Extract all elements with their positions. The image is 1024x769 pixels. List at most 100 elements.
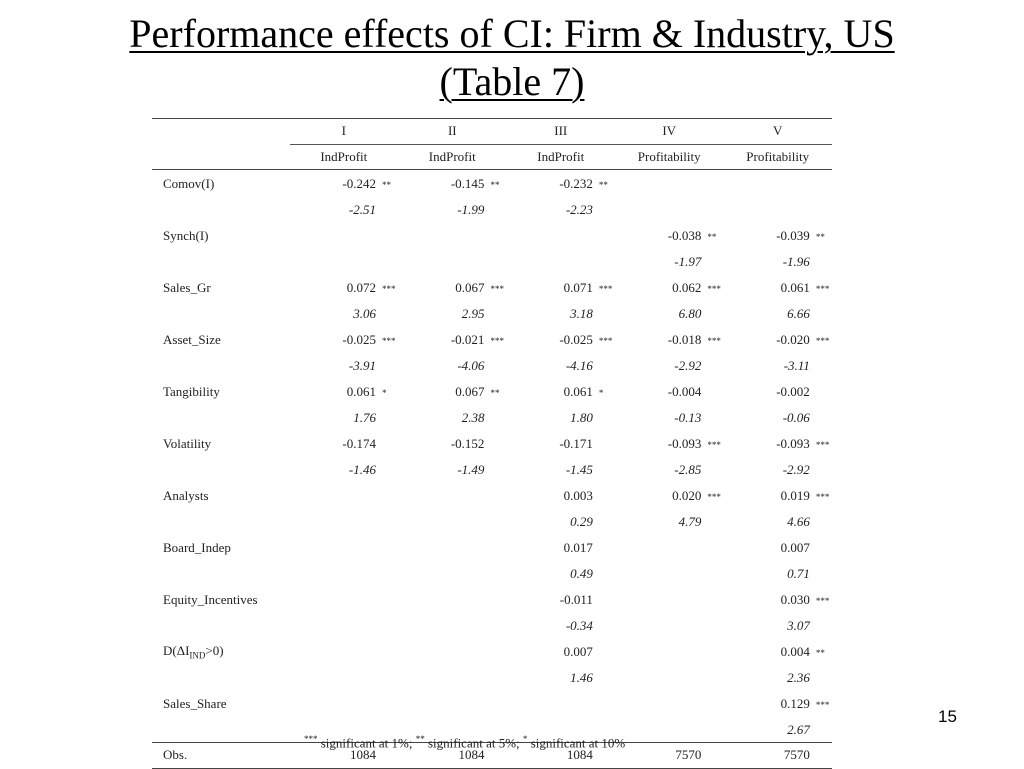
sig-1pct-mark: *** <box>304 734 318 744</box>
significance-stars <box>707 378 723 406</box>
spacer-cell <box>382 302 398 327</box>
significance-stars: *** <box>598 336 613 347</box>
dependent-variable-header: IndProfit <box>398 144 507 170</box>
regression-table: I II III IV V IndProfit IndProfit IndPro… <box>152 118 832 769</box>
coefficient-cell <box>398 638 490 666</box>
t-statistic-cell: 3.18 <box>570 305 593 321</box>
coefficient-cell <box>398 482 490 510</box>
spacer-cell <box>707 354 723 379</box>
coefficient-row: D(ΔIIND>0) 0.007 0.004 ** <box>152 638 832 666</box>
significance-stars: *** <box>815 700 830 711</box>
page-number: 15 <box>938 707 957 726</box>
spacer-cell <box>599 198 615 223</box>
significance-stars <box>599 482 615 510</box>
coefficient-cell: -0.004 <box>667 383 702 399</box>
significance-stars: *** <box>598 284 613 295</box>
t-statistic-cell <box>398 250 490 275</box>
model-header: III <box>506 118 615 145</box>
significance-stars <box>382 430 398 458</box>
coefficient-cell <box>290 482 382 510</box>
t-statistic-cell: 2.95 <box>461 305 485 321</box>
model-header: IV <box>614 118 724 145</box>
dependent-variable-header: Profitability <box>614 144 724 170</box>
t-statistic-cell: -2.23 <box>565 201 593 217</box>
row-label-blank <box>152 510 290 535</box>
variable-label: Sales_Share <box>163 695 227 711</box>
spacer-cell <box>707 510 723 535</box>
coefficient-cell: -0.232 <box>559 175 593 191</box>
t-statistic-cell <box>398 562 490 587</box>
coefficient-cell: 0.061 <box>346 383 376 399</box>
significance-stars: ** <box>490 388 500 399</box>
spacer-cell <box>490 666 506 691</box>
coefficient-cell <box>290 638 382 666</box>
obs-value: 1084 <box>289 742 382 769</box>
coefficient-cell: 0.129 <box>780 695 810 711</box>
variable-label-suffix: >0) <box>205 642 224 658</box>
significance-stars <box>707 690 723 718</box>
model-header: II <box>398 118 507 145</box>
significance-stars: *** <box>815 336 830 347</box>
t-statistic-cell: -2.85 <box>674 461 702 477</box>
t-statistic-row: 0.49 0.71 <box>152 562 832 587</box>
variable-label: Tangibility <box>163 383 220 399</box>
coefficient-cell: -0.018 <box>667 331 702 347</box>
sig-10pct-text: significant at 10% <box>527 735 626 751</box>
t-statistic-cell <box>290 510 382 535</box>
coefficient-cell: 0.017 <box>563 539 593 555</box>
coefficient-cell <box>507 222 599 250</box>
spacer-cell <box>382 250 398 275</box>
t-statistic-cell: 2.38 <box>461 409 485 425</box>
significance-stars <box>382 482 398 510</box>
variable-label-subscript: IND <box>189 650 206 661</box>
significance-stars <box>599 222 615 250</box>
coefficient-cell: 0.004 <box>780 643 810 659</box>
spacer-cell <box>382 614 398 639</box>
spacer-cell <box>707 562 723 587</box>
spacer-cell <box>382 354 398 379</box>
coefficient-cell: 0.067 <box>455 279 485 295</box>
coefficient-cell: -0.002 <box>776 383 810 399</box>
t-statistic-cell <box>398 666 490 691</box>
t-statistic-cell: 6.80 <box>678 305 702 321</box>
coefficient-cell: 0.067 <box>455 383 485 399</box>
coefficient-cell <box>723 170 815 198</box>
header-blank <box>152 118 290 144</box>
coefficient-cell: -0.242 <box>342 175 376 191</box>
significance-stars: ** <box>598 180 608 191</box>
coefficient-cell: -0.093 <box>776 435 810 451</box>
significance-stars: *** <box>707 336 721 347</box>
coefficient-row: Sales_Gr 0.072 *** 0.067 *** 0.071 *** 0.062 ***… <box>152 274 832 302</box>
coefficient-cell: -0.093 <box>667 435 702 451</box>
coefficient-cell <box>398 586 490 614</box>
coefficient-cell: 0.061 <box>563 383 593 399</box>
significance-stars <box>599 586 615 614</box>
significance-stars <box>490 690 506 718</box>
t-statistic-cell: -0.34 <box>565 617 593 633</box>
spacer-cell <box>382 458 398 483</box>
t-statistic-row: -1.97 -1.96 <box>152 250 832 275</box>
table-body: Comov(I) -0.242 ** -0.145 ** -0.232 ** -2.51 -1.… <box>152 170 832 743</box>
row-label-blank <box>152 458 290 483</box>
significance-stars: * <box>381 388 387 399</box>
row-label-blank <box>152 666 290 691</box>
coefficient-cell <box>615 586 707 614</box>
spacer-cell <box>490 354 506 379</box>
variable-label: Comov(I) <box>163 175 215 191</box>
significance-stars <box>382 638 398 666</box>
coefficient-cell <box>615 170 707 198</box>
significance-stars <box>382 534 398 562</box>
t-statistic-row: -0.34 3.07 <box>152 614 832 639</box>
t-statistic-row: 0.29 4.79 4.66 <box>152 510 832 535</box>
significance-stars <box>490 222 506 250</box>
spacer-cell <box>707 614 723 639</box>
spacer-cell <box>490 406 506 431</box>
t-statistic-cell: -2.92 <box>782 461 810 477</box>
t-statistic-cell: -1.49 <box>457 461 485 477</box>
sig-1pct-text: significant at 1%; <box>317 735 416 751</box>
variable-label: D(ΔIIND>0) <box>152 638 290 666</box>
t-statistic-cell: 6.66 <box>787 305 810 321</box>
t-statistic-cell: 0.71 <box>787 565 810 581</box>
spacer-cell <box>382 198 398 223</box>
significance-stars <box>382 586 398 614</box>
